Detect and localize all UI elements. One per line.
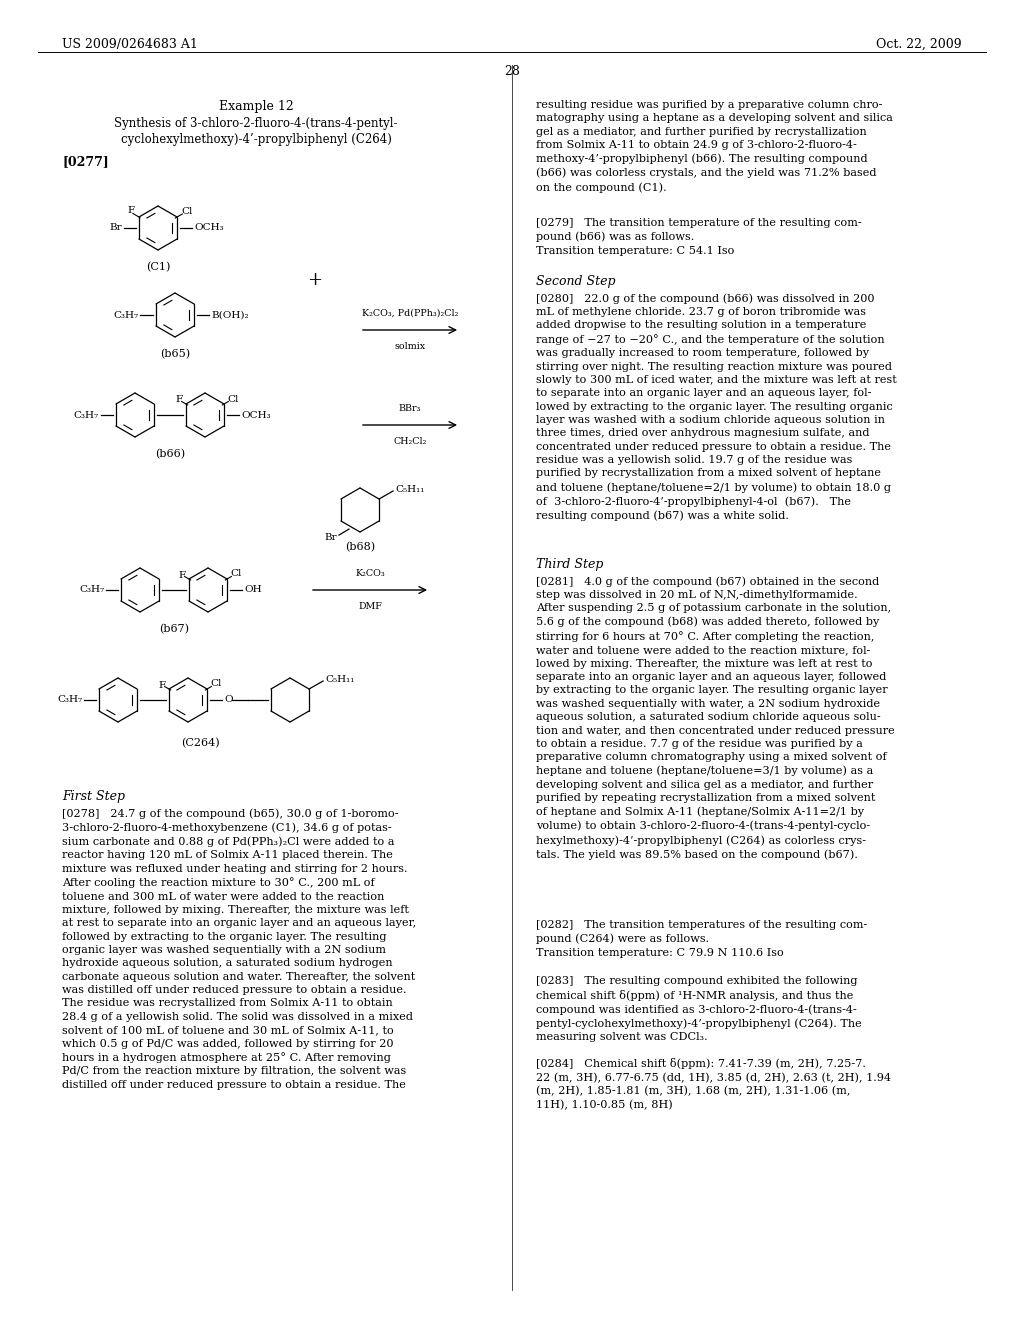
- Text: (b66): (b66): [155, 449, 185, 459]
- Text: Cl: Cl: [210, 680, 221, 689]
- Text: [0280]   22.0 g of the compound (b66) was dissolved in 200
mL of methylene chlor: [0280] 22.0 g of the compound (b66) was …: [536, 293, 897, 521]
- Text: C₃H₇: C₃H₇: [57, 696, 82, 705]
- Text: Synthesis of 3-chloro-2-fluoro-4-(trans-4-pentyl-: Synthesis of 3-chloro-2-fluoro-4-(trans-…: [115, 117, 397, 129]
- Text: Third Step: Third Step: [536, 558, 603, 572]
- Text: Example 12: Example 12: [219, 100, 293, 114]
- Text: (C264): (C264): [180, 738, 219, 748]
- Text: (b65): (b65): [160, 348, 190, 359]
- Text: Br: Br: [325, 532, 337, 541]
- Text: cyclohexylmethoxy)-4’-propylbiphenyl (C264): cyclohexylmethoxy)-4’-propylbiphenyl (C2…: [121, 133, 391, 147]
- Text: O: O: [224, 694, 232, 704]
- Text: K₂CO₃, Pd(PPh₃)₂Cl₂: K₂CO₃, Pd(PPh₃)₂Cl₂: [361, 309, 458, 318]
- Text: (b67): (b67): [159, 624, 189, 635]
- Text: C₃H₇: C₃H₇: [113, 310, 138, 319]
- Text: F: F: [159, 681, 166, 689]
- Text: OCH₃: OCH₃: [241, 411, 270, 420]
- Text: Oct. 22, 2009: Oct. 22, 2009: [877, 38, 962, 51]
- Text: [0279]   The transition temperature of the resulting com-
pound (b66) was as fol: [0279] The transition temperature of the…: [536, 218, 861, 256]
- Text: OH: OH: [244, 586, 261, 594]
- Text: C₅H₁₁: C₅H₁₁: [325, 675, 354, 684]
- Text: DMF: DMF: [358, 602, 382, 611]
- Text: Second Step: Second Step: [536, 275, 615, 288]
- Text: 28: 28: [504, 65, 520, 78]
- Text: B(OH)₂: B(OH)₂: [211, 310, 249, 319]
- Text: (b68): (b68): [345, 543, 375, 552]
- Text: [0284]   Chemical shift δ(ppm): 7.41-7.39 (m, 2H), 7.25-7.
22 (m, 3H), 6.77-6.75: [0284] Chemical shift δ(ppm): 7.41-7.39 …: [536, 1059, 891, 1110]
- Text: First Step: First Step: [62, 789, 125, 803]
- Text: Cl: Cl: [230, 569, 242, 578]
- Text: C₅H₁₁: C₅H₁₁: [395, 484, 424, 494]
- Text: US 2009/0264683 A1: US 2009/0264683 A1: [62, 38, 198, 51]
- Text: [0278]   24.7 g of the compound (b65), 30.0 g of 1-boromo-
3-chloro-2-fluoro-4-m: [0278] 24.7 g of the compound (b65), 30.…: [62, 808, 416, 1090]
- Text: [0283]   The resulting compound exhibited the following
chemical shift δ(ppm) of: [0283] The resulting compound exhibited …: [536, 975, 862, 1043]
- Text: [0277]: [0277]: [62, 154, 109, 168]
- Text: Br: Br: [110, 223, 122, 232]
- Text: C₃H₇: C₃H₇: [79, 586, 104, 594]
- Text: [0281]   4.0 g of the compound (b67) obtained in the second
step was dissolved i: [0281] 4.0 g of the compound (b67) obtai…: [536, 576, 895, 859]
- Text: C₃H₇: C₃H₇: [74, 411, 99, 420]
- Text: F: F: [175, 396, 182, 404]
- Text: Cl: Cl: [181, 207, 193, 216]
- Text: Cl: Cl: [227, 395, 239, 404]
- Text: (C1): (C1): [145, 261, 170, 272]
- Text: F: F: [128, 206, 135, 215]
- Text: CH₂Cl₂: CH₂Cl₂: [393, 437, 427, 446]
- Text: F: F: [178, 570, 185, 579]
- Text: resulting residue was purified by a preparative column chro-
matography using a : resulting residue was purified by a prep…: [536, 100, 893, 193]
- Text: solmix: solmix: [394, 342, 426, 351]
- Text: +: +: [307, 271, 323, 289]
- Text: [0282]   The transition temperatures of the resulting com-
pound (C264) were as : [0282] The transition temperatures of th…: [536, 920, 867, 957]
- Text: OCH₃: OCH₃: [194, 223, 223, 232]
- Text: K₂CO₃: K₂CO₃: [355, 569, 385, 578]
- Text: BBr₃: BBr₃: [398, 404, 421, 413]
